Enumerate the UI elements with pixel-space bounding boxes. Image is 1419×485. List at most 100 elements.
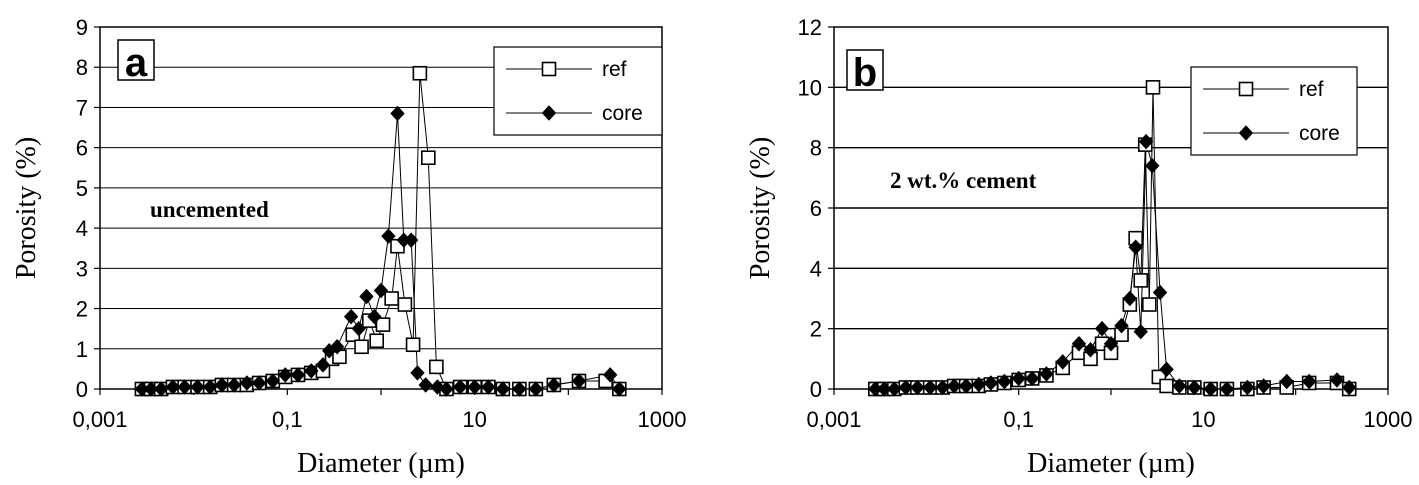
core-marker — [1133, 323, 1148, 340]
ref-marker — [405, 337, 421, 353]
x-tick-label: 0,1 — [272, 407, 303, 432]
core-marker — [304, 363, 319, 379]
y-tick-label: 5 — [76, 176, 88, 201]
core-marker — [922, 379, 938, 396]
y-tick-label: 3 — [76, 256, 88, 281]
core-marker — [1128, 239, 1143, 255]
core-marker — [190, 379, 205, 395]
x-axis-title: Diameter (µm) — [297, 448, 465, 479]
core-marker — [251, 375, 267, 391]
core-marker — [1187, 379, 1202, 396]
plot-area — [99, 26, 663, 390]
core-marker — [958, 378, 974, 394]
core-marker — [351, 320, 367, 337]
core-marker — [887, 381, 902, 397]
legend: ref core — [493, 46, 663, 136]
core-marker — [1145, 158, 1160, 174]
core-marker — [571, 373, 587, 389]
core-marker — [1238, 125, 1254, 141]
core-marker — [410, 365, 425, 381]
core-marker — [165, 379, 181, 395]
panel-letter-box — [846, 49, 884, 91]
core-marker — [1122, 290, 1138, 307]
panel-letter: b — [853, 51, 877, 95]
core-marker — [177, 379, 192, 395]
core-marker — [1011, 370, 1026, 387]
core-marker — [495, 381, 511, 397]
core-marker — [315, 357, 331, 373]
ref-marker — [421, 150, 436, 166]
core-marker — [381, 228, 396, 244]
ref-marker — [412, 65, 428, 81]
y-tick-label: 10 — [798, 75, 822, 100]
y-tick-label: 8 — [76, 55, 88, 80]
x-tick-label: 1000 — [638, 407, 687, 432]
core-marker — [546, 377, 562, 393]
ref-marker — [429, 359, 444, 375]
panel-letter-box — [117, 39, 155, 81]
ref-marker — [397, 297, 413, 312]
core-marker — [1219, 381, 1235, 397]
ref-marker — [1238, 81, 1254, 97]
core-marker — [418, 377, 433, 393]
core-marker — [1083, 342, 1098, 358]
y-tick-label: 8 — [810, 136, 822, 161]
core-marker — [214, 377, 230, 393]
core-marker — [329, 339, 345, 355]
x-tick-label: 1000 — [1364, 407, 1413, 432]
y-axis-title: Porosity (%) — [11, 137, 42, 279]
legend-box — [493, 46, 663, 136]
core-marker — [877, 381, 892, 397]
core-marker — [143, 381, 159, 397]
y-tick-label: 0 — [76, 377, 88, 402]
core-marker — [452, 379, 468, 395]
core-marker — [983, 375, 999, 391]
x-tick-label: 0,001 — [72, 407, 127, 432]
core-marker — [997, 373, 1012, 390]
core-marker — [1039, 366, 1054, 382]
ref-marker — [1133, 273, 1149, 288]
core-marker — [278, 367, 293, 383]
core-marker — [1172, 378, 1187, 394]
core-marker — [202, 379, 218, 395]
ref-marker — [1145, 80, 1161, 95]
y-tick-label: 9 — [76, 15, 88, 40]
core-marker — [898, 379, 914, 396]
core-marker — [1256, 378, 1271, 394]
core-marker — [359, 288, 374, 305]
ref-marker — [354, 339, 369, 355]
core-marker — [1024, 370, 1040, 387]
core-marker — [239, 375, 255, 391]
core-marker — [1279, 373, 1294, 390]
annotation-text: uncemented — [150, 197, 269, 222]
chart-panel-a: 0 1 2 3 4 5 6 7 8 9 0,001 0,1 10 1000 Diameter (µm) Por… — [11, 15, 686, 479]
core-marker — [612, 381, 627, 397]
core-marker — [1301, 373, 1317, 390]
core-marker — [467, 379, 482, 395]
core-marker — [290, 367, 306, 383]
y-tick-label: 2 — [810, 317, 822, 342]
core-marker — [481, 379, 496, 395]
core-marker — [1329, 372, 1345, 388]
core-marker — [1159, 361, 1174, 378]
core-marker — [367, 308, 382, 325]
y-tick-label: 0 — [810, 377, 822, 402]
y-tick-label: 2 — [76, 297, 88, 322]
core-marker — [226, 377, 242, 393]
x-axis-title: Diameter (µm) — [1027, 448, 1195, 479]
panel-letter: a — [125, 41, 148, 85]
ref-marker — [1142, 297, 1157, 312]
core-marker — [154, 381, 169, 397]
annotation-text: 2 wt.% cement — [890, 168, 1037, 193]
y-tick-label: 12 — [798, 15, 822, 40]
ref-marker — [1159, 378, 1174, 394]
core-marker — [265, 373, 281, 389]
legend-label: ref — [602, 58, 627, 81]
core-marker — [1152, 284, 1168, 301]
core-marker — [390, 105, 405, 122]
core-marker — [1103, 336, 1119, 352]
core-marker — [1055, 354, 1070, 370]
core-marker — [603, 367, 618, 383]
ref-marker — [541, 61, 557, 77]
ref-marker — [384, 291, 399, 306]
